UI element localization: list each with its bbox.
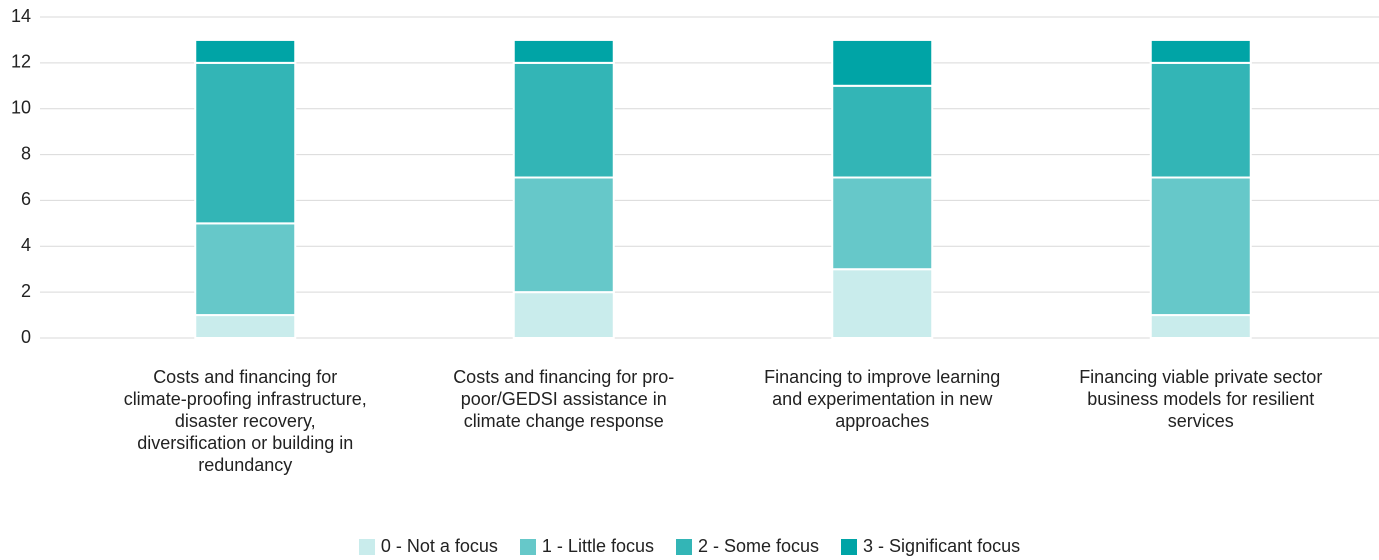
bar-segment	[1149, 176, 1252, 317]
y-tick-label: 12	[11, 52, 31, 72]
legend-label: 1 - Little focus	[541, 536, 654, 556]
legend: 0 - Not a focus 1 - Little focus 2 - Some …	[0, 536, 1379, 557]
legend-swatch	[358, 538, 375, 555]
y-tick-label: 10	[11, 97, 31, 117]
y-tick-label: 2	[21, 281, 31, 301]
x-tick-label: Financing to improve learning and experi…	[764, 367, 1001, 431]
legend-item: 3 - Significant focus	[841, 536, 1020, 557]
bar-segment	[1149, 314, 1252, 340]
plot: 0 2 4 6 8 10 12 14	[11, 6, 1379, 347]
bar-segment	[831, 84, 934, 179]
bar-segment	[1149, 38, 1252, 64]
legend-label: 0 - Not a focus	[380, 536, 498, 556]
bar-segment	[831, 268, 934, 340]
bar-segment	[831, 38, 934, 87]
bar-segment	[194, 61, 297, 225]
x-tick-label: Costs and financing for pro-poor/GEDSI a…	[453, 367, 675, 431]
bar-segment	[194, 38, 297, 64]
legend-item: 2 - Some focus	[675, 536, 820, 557]
legend-label: 3 - Significant focus	[863, 536, 1021, 556]
y-tick-label: 8	[21, 143, 31, 163]
legend-swatch	[675, 538, 692, 555]
legend-swatch	[841, 538, 858, 555]
legend-swatch	[519, 538, 536, 555]
bar-segment	[512, 176, 615, 294]
bar-segment	[512, 38, 615, 64]
legend-item: 1 - Little focus	[519, 536, 654, 557]
bar-segment	[831, 176, 934, 271]
y-tick-label: 6	[21, 189, 31, 209]
y-tick-label: 14	[11, 6, 31, 26]
y-tick-label: 4	[21, 235, 31, 255]
bar-segment	[1149, 61, 1252, 179]
y-tick-label: 0	[21, 327, 31, 347]
x-tick-label: Costs and financing for climate-proofing…	[123, 367, 367, 475]
x-tick-label: Financing viable private sector business…	[1079, 367, 1323, 431]
bar-segment	[194, 222, 297, 317]
bar-segment	[194, 314, 297, 340]
bar-segment	[512, 61, 615, 179]
legend-item: 0 - Not a focus	[358, 536, 498, 557]
legend-label: 2 - Some focus	[697, 536, 820, 556]
bar-segment	[512, 291, 615, 339]
